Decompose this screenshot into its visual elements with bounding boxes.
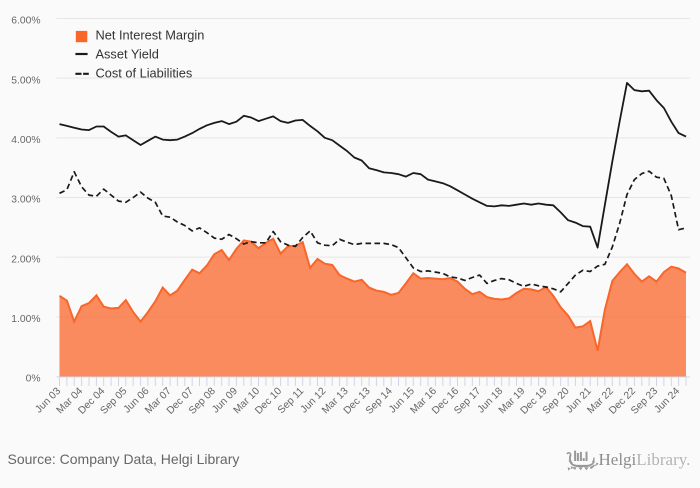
svg-text:0%: 0%: [26, 374, 41, 385]
svg-text:1.00%: 1.00%: [11, 314, 40, 325]
svg-text:Source: Company Data, Helgi Li: Source: Company Data, Helgi Library: [8, 451, 240, 467]
svg-text:5.00%: 5.00%: [11, 75, 40, 86]
svg-text:HelgiLibrary.: HelgiLibrary.: [599, 450, 691, 469]
svg-text:Net Interest Margin: Net Interest Margin: [96, 27, 205, 42]
svg-text:6.00%: 6.00%: [11, 16, 40, 27]
svg-text:2.00%: 2.00%: [11, 254, 40, 265]
svg-text:Asset Yield: Asset Yield: [96, 47, 159, 62]
svg-text:3.00%: 3.00%: [11, 195, 40, 206]
svg-text:4.00%: 4.00%: [11, 135, 40, 146]
svg-text:Cost of Liabilities: Cost of Liabilities: [96, 65, 193, 80]
